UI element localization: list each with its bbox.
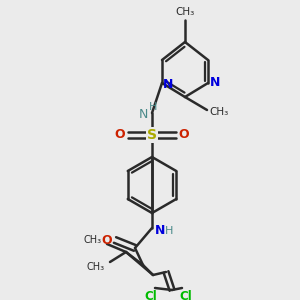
Text: H: H [149,102,157,112]
Text: Cl: Cl [145,290,158,300]
Text: N: N [138,107,148,121]
Text: N: N [163,79,173,92]
Text: S: S [147,128,157,142]
Text: H: H [165,226,173,236]
Text: CH₃: CH₃ [84,235,102,245]
Text: CH₃: CH₃ [209,107,229,117]
Text: N: N [155,224,165,238]
Text: N: N [210,76,220,89]
Text: Cl: Cl [180,290,192,300]
Text: O: O [102,233,112,247]
Text: O: O [179,128,189,142]
Text: O: O [115,128,125,142]
Text: CH₃: CH₃ [87,262,105,272]
Text: CH₃: CH₃ [176,7,195,17]
